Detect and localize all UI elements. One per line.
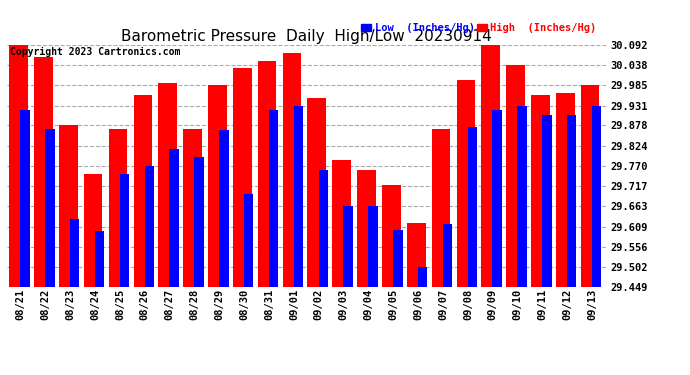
Bar <box>432 129 451 287</box>
Bar <box>531 94 550 287</box>
Bar <box>95 231 104 287</box>
Bar <box>382 185 401 287</box>
Text: Copyright 2023 Cartronics.com: Copyright 2023 Cartronics.com <box>10 47 181 57</box>
Bar <box>581 85 600 287</box>
Bar <box>258 61 277 287</box>
Bar <box>457 80 475 287</box>
Bar <box>368 206 377 287</box>
Bar <box>70 219 79 287</box>
Legend: Low  (Inches/Hg), High  (Inches/Hg): Low (Inches/Hg), High (Inches/Hg) <box>357 19 600 37</box>
Bar <box>219 130 228 287</box>
Bar <box>357 170 376 287</box>
Bar <box>518 106 526 287</box>
Bar <box>208 85 227 287</box>
Bar <box>45 129 55 287</box>
Bar <box>294 106 303 287</box>
Bar <box>333 160 351 287</box>
Bar <box>184 129 202 287</box>
Bar <box>319 170 328 287</box>
Bar <box>344 206 353 287</box>
Bar <box>159 83 177 287</box>
Bar <box>283 53 302 287</box>
Bar <box>443 224 452 287</box>
Bar <box>506 65 525 287</box>
Bar <box>482 45 500 287</box>
Bar <box>170 149 179 287</box>
Bar <box>9 45 28 287</box>
Bar <box>83 174 102 287</box>
Bar <box>244 194 253 287</box>
Bar <box>556 93 575 287</box>
Bar <box>269 110 278 287</box>
Bar <box>407 222 426 287</box>
Bar <box>59 125 77 287</box>
Bar <box>308 98 326 287</box>
Bar <box>493 110 502 287</box>
Bar <box>145 166 154 287</box>
Bar <box>134 94 152 287</box>
Bar <box>418 267 427 287</box>
Bar <box>567 116 577 287</box>
Bar <box>34 57 52 287</box>
Bar <box>592 106 602 287</box>
Bar <box>468 127 477 287</box>
Bar <box>120 174 129 287</box>
Bar <box>393 230 402 287</box>
Bar <box>233 68 252 287</box>
Bar <box>195 157 204 287</box>
Title: Barometric Pressure  Daily  High/Low  20230914: Barometric Pressure Daily High/Low 20230… <box>121 29 492 44</box>
Bar <box>108 129 128 287</box>
Bar <box>542 116 551 287</box>
Bar <box>20 110 30 287</box>
